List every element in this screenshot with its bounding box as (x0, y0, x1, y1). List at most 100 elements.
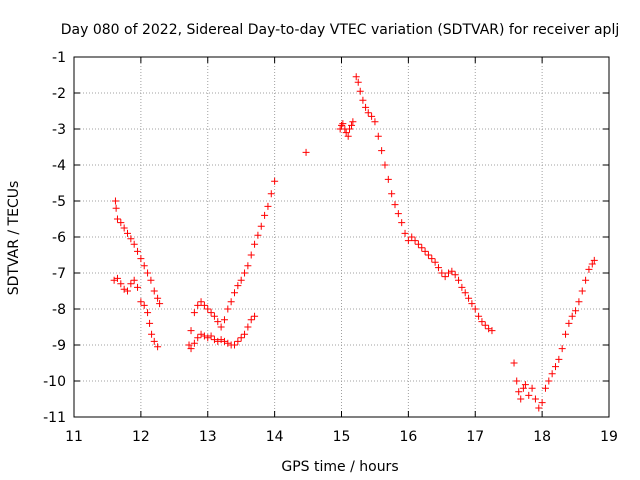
data-point-marker (197, 298, 205, 306)
data-point-marker (394, 210, 402, 218)
data-point-marker (401, 229, 409, 237)
data-point-marker (352, 73, 360, 81)
data-point-marker (398, 219, 406, 227)
x-tick-label: 15 (333, 429, 351, 445)
data-point-marker (194, 301, 202, 309)
data-point-marker (113, 274, 121, 282)
series-arc1-upper (111, 197, 164, 308)
y-tick-label: -1 (52, 50, 66, 66)
data-point-marker (214, 337, 222, 345)
data-point-marker (137, 298, 145, 306)
data-point-marker (140, 301, 148, 309)
data-point-marker (510, 359, 518, 367)
data-point-marker (207, 332, 215, 340)
data-point-marker (264, 202, 272, 210)
data-point-marker (237, 334, 245, 342)
data-point-marker (117, 280, 125, 288)
data-point-marker (485, 325, 493, 333)
data-point-marker (112, 204, 120, 212)
y-tick-label: -7 (52, 266, 66, 282)
data-point-marker (267, 190, 275, 198)
data-point-marker (521, 381, 529, 389)
series-arc2-lower (185, 312, 259, 353)
x-axis-ticks: 11 12 13 14 15 16 17 18 19 (65, 57, 618, 445)
data-point-marker (471, 305, 479, 313)
data-point-marker (568, 312, 576, 320)
x-tick-label: 12 (132, 429, 150, 445)
data-point-marker (585, 265, 593, 273)
series-arc3-main (352, 73, 496, 335)
data-point-marker (414, 240, 422, 248)
data-point-marker (220, 316, 228, 324)
y-tick-label: -4 (52, 158, 66, 174)
data-point-marker (217, 323, 225, 331)
series-arc3-cluster (336, 118, 357, 140)
data-point-marker (445, 269, 452, 277)
data-point-marker (150, 337, 158, 345)
data-point-marker (204, 305, 212, 313)
data-point-marker (346, 125, 354, 133)
data-point-marker (210, 312, 218, 320)
data-point-marker (247, 316, 255, 324)
x-tick-label: 17 (466, 429, 484, 445)
data-point-marker (359, 96, 367, 104)
data-point-marker (156, 300, 164, 308)
y-tick-label: -2 (52, 86, 66, 102)
data-point-marker (244, 262, 252, 270)
data-point-marker (148, 330, 156, 338)
data-point-marker (481, 321, 489, 329)
data-point-marker (342, 129, 350, 137)
data-point-marker (368, 112, 376, 120)
data-point-marker (214, 318, 222, 326)
data-point-marker (391, 201, 399, 209)
data-point-marker (362, 103, 370, 111)
data-point-marker (244, 323, 252, 331)
data-point-marker (525, 391, 533, 399)
x-tick-label: 18 (533, 429, 551, 445)
data-point-marker (354, 78, 362, 86)
data-point-marker (217, 336, 225, 344)
data-point-marker (127, 235, 135, 243)
series-arc1-lower (110, 274, 162, 351)
data-point-marker (234, 337, 242, 345)
data-point-marker (144, 269, 152, 277)
data-point-marker (124, 229, 131, 237)
data-point-marker (517, 395, 525, 403)
data-point-marker (434, 264, 442, 272)
data-point-marker (349, 118, 357, 126)
data-point-marker (515, 388, 523, 396)
data-point-marker (428, 255, 436, 263)
data-point-marker (190, 309, 198, 317)
x-tick-label: 13 (199, 429, 217, 445)
data-point-marker (231, 341, 238, 349)
data-point-marker (134, 247, 142, 255)
data-point-marker (555, 355, 563, 363)
data-point-marker (348, 121, 356, 129)
y-tick-label: -10 (43, 374, 66, 390)
data-point-marker (271, 177, 279, 185)
data-point-marker (130, 276, 138, 284)
data-point-marker (384, 175, 392, 183)
data-point-marker (578, 287, 586, 295)
data-point-marker (424, 251, 432, 259)
data-point-marker (227, 298, 235, 306)
data-point-marker (224, 305, 232, 313)
data-point-marker (388, 190, 396, 198)
data-point-marker (137, 255, 145, 263)
data-point-marker (302, 148, 310, 156)
data-point-marker (200, 332, 208, 340)
data-point-marker (478, 318, 486, 326)
data-point-marker (356, 87, 364, 95)
data-point-marker (134, 283, 142, 291)
data-point-marker (251, 240, 259, 248)
data-point-marker (411, 237, 419, 245)
data-point-marker (185, 341, 193, 349)
data-point-marker (374, 132, 382, 140)
data-point-marker (147, 276, 155, 284)
data-point-marker (378, 147, 386, 155)
data-point-marker (146, 319, 154, 327)
data-point-marker (241, 269, 249, 277)
y-tick-label: -8 (52, 302, 66, 318)
series-isolated (302, 148, 310, 156)
